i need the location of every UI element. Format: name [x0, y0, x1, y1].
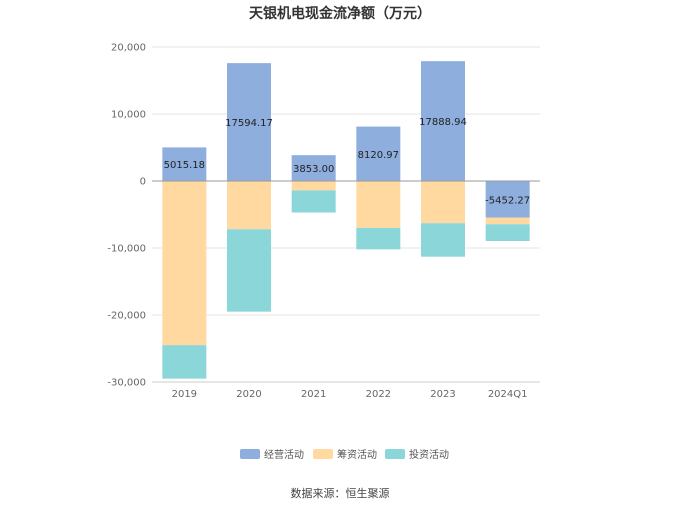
x-tick-label: 2019	[172, 389, 197, 400]
y-tick-label: 20,000	[111, 43, 146, 54]
x-tick-label: 2020	[236, 389, 261, 400]
x-tick-label: 2021	[301, 389, 326, 400]
source-note: 数据来源：恒生聚源	[291, 486, 390, 500]
bar-2024Q1-series-0	[485, 181, 530, 218]
legend-item-0[interactable]: 经营活动	[240, 448, 304, 461]
y-axis: 20,000 10,000 0 -10,000 -20,000 -30,000	[107, 43, 146, 389]
bar-2020-series-1	[227, 181, 271, 230]
legend-swatch	[240, 449, 260, 459]
y-tick-label: 0	[140, 177, 146, 188]
y-tick-label: 10,000	[111, 110, 146, 121]
bar-2022-series-1	[356, 181, 401, 228]
y-tick-label: -30,000	[107, 378, 146, 389]
bar-2021-series-0	[291, 155, 336, 181]
legend-label: 投资活动	[409, 448, 449, 461]
data-label: 17594.17	[225, 118, 273, 129]
legend-label: 经营活动	[264, 448, 304, 461]
bar-2023-series-2	[421, 223, 465, 257]
x-tick-label: 2022	[366, 389, 391, 400]
y-tick-label: -20,000	[107, 311, 146, 322]
bar-2020-series-2	[227, 229, 271, 312]
bar-2021-series-1	[291, 181, 336, 191]
data-label: 3853.00	[293, 164, 334, 175]
bar-2024Q1-series-2	[485, 224, 530, 241]
legend-item-1[interactable]: 筹资活动	[313, 448, 377, 461]
bar-2022-series-0	[356, 126, 401, 181]
bars	[152, 61, 540, 379]
grid-lines	[152, 46, 540, 383]
legend-swatch	[313, 449, 333, 459]
bar-2023-series-0	[421, 61, 465, 181]
legend-swatch	[385, 449, 405, 459]
bar-2019-series-1	[162, 181, 207, 346]
data-labels: 5015.18 17594.17 3853.00 8120.97 17888.94 -54…	[164, 117, 530, 206]
bar-2024Q1-series-1	[485, 217, 530, 225]
bar-2020-series-0	[227, 63, 271, 181]
data-label: 8120.97	[358, 150, 399, 161]
data-label: -5452.27	[485, 195, 530, 206]
legend[interactable]: 经营活动 筹资活动 投资活动	[240, 448, 449, 461]
x-tick-label: 2024Q1	[488, 389, 528, 400]
data-label: 5015.18	[164, 160, 205, 171]
legend-label: 筹资活动	[337, 448, 377, 461]
bar-2023-series-1	[421, 181, 465, 224]
bar-2019-series-0	[162, 147, 207, 181]
bar-2022-series-2	[356, 227, 401, 250]
y-tick-label: -10,000	[107, 244, 146, 255]
x-tick-label: 2023	[430, 389, 455, 400]
chart-title: 天银机电现金流净额（万元）	[249, 5, 431, 22]
data-label: 17888.94	[419, 117, 467, 128]
bar-2021-series-2	[291, 190, 336, 213]
x-axis: 2019 2020 2021 2022 2023 2024Q1	[152, 381, 540, 400]
bar-2019-series-2	[162, 345, 207, 379]
legend-item-2[interactable]: 投资活动	[385, 448, 449, 461]
